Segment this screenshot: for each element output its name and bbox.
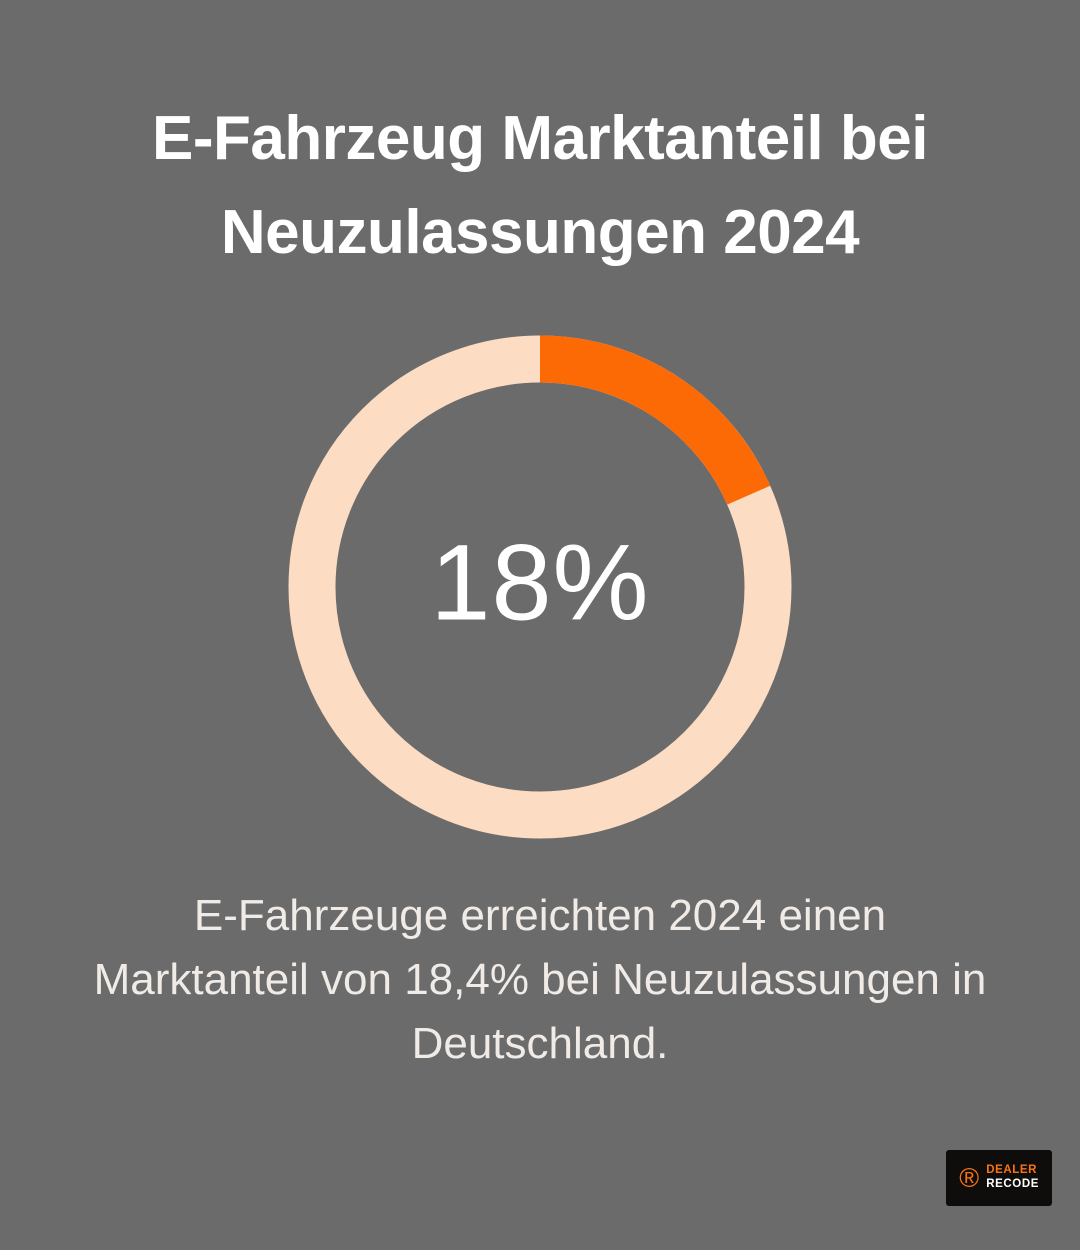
title-line-1: E-Fahrzeug Marktanteil bei [152, 104, 928, 173]
donut-svg [288, 335, 792, 839]
circled-r-icon: ® [959, 1162, 980, 1193]
brand-logo: ® DEALER RECODE [946, 1150, 1052, 1206]
annotation-line-2: Marktanteil von 18,4% bei Neuzulassungen… [93, 955, 987, 1004]
title-line-2: Neuzulassungen 2024 [220, 198, 860, 267]
annotation-line-1: E-Fahrzeuge erreichten 2024 einen [193, 891, 887, 940]
donut-segment [288, 335, 792, 839]
annotation-line-3: Deutschland. [411, 1019, 669, 1068]
brand-name-line-2: RECODE [986, 1178, 1039, 1191]
brand-logo-text: DEALER RECODE [986, 1164, 1039, 1192]
donut-chart: 18% [285, 332, 795, 842]
chart-annotation: E-Fahrzeuge erreichten 2024 einen Markta… [0, 884, 1080, 1076]
page-title: E-Fahrzeug Marktanteil bei Neuzulassunge… [0, 0, 1080, 280]
donut-center-value: 18% [430, 521, 650, 643]
brand-name-line-1: DEALER [986, 1164, 1038, 1177]
